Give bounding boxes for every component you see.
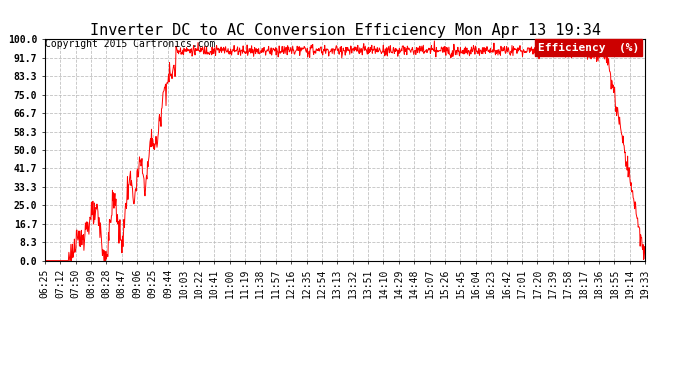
Title: Inverter DC to AC Conversion Efficiency Mon Apr 13 19:34: Inverter DC to AC Conversion Efficiency … <box>90 23 600 38</box>
Text: Copyright 2015 Cartronics.com: Copyright 2015 Cartronics.com <box>45 39 215 50</box>
Text: Efficiency  (%): Efficiency (%) <box>538 43 639 53</box>
